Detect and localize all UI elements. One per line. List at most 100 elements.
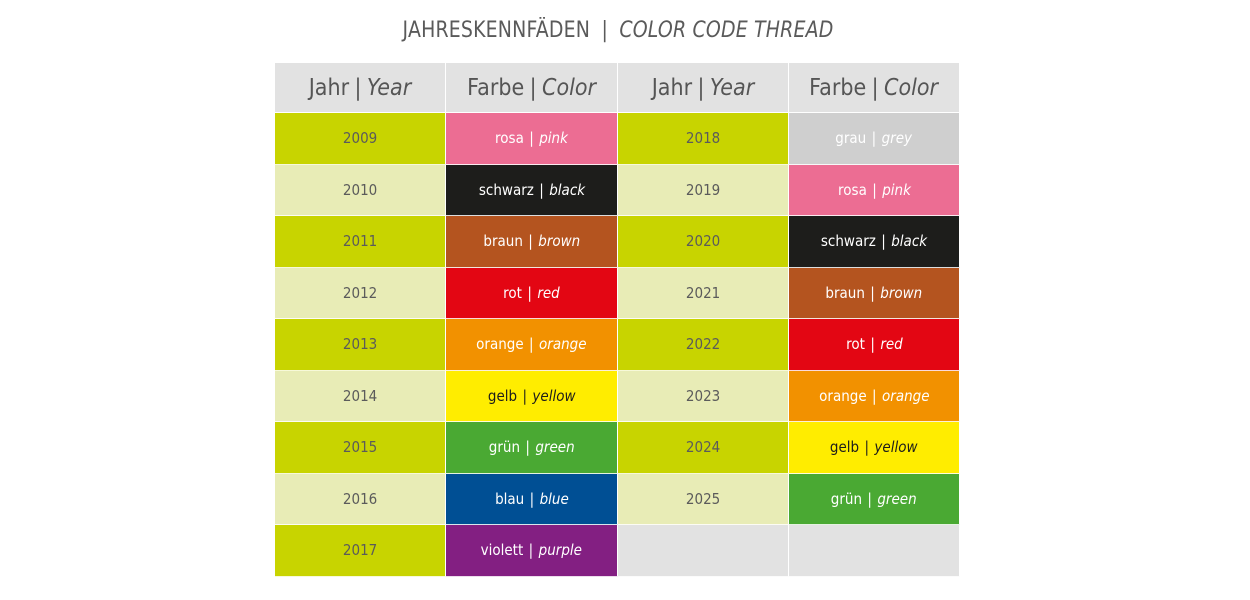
color-name-de: grün: [831, 489, 863, 508]
color-name-en: yellow: [874, 438, 918, 457]
color-separator: |: [871, 386, 877, 405]
year-value: 2013: [342, 335, 378, 354]
year-value: 2021: [685, 283, 721, 302]
color-name-en: orange: [539, 335, 587, 354]
color-swatch-cell: orange | orange: [789, 370, 960, 422]
color-separator: |: [881, 232, 886, 251]
color-separator: |: [529, 129, 534, 148]
color-name-en: brown: [880, 283, 923, 302]
year-value: 2016: [342, 489, 378, 508]
color-name-de: violett: [480, 541, 524, 560]
year-cell: 2018: [618, 113, 789, 165]
color-separator: |: [529, 335, 534, 354]
color-name-de: gelb: [830, 438, 860, 457]
color-name-de: rosa: [495, 129, 524, 148]
color-swatch-cell: braun | brown: [789, 267, 960, 319]
color-separator: |: [870, 283, 876, 302]
color-swatch-cell: grau | grey: [789, 113, 960, 165]
color-separator: |: [529, 489, 534, 508]
year-value: 2012: [342, 283, 378, 302]
empty-cell: [789, 525, 960, 577]
year-value: 2017: [342, 541, 378, 560]
year-cell: 2011: [275, 216, 446, 268]
color-name-de: rosa: [837, 180, 867, 199]
header-separator: |: [354, 74, 362, 101]
year-value: 2022: [685, 335, 721, 354]
year-cell: 2009: [275, 113, 446, 165]
color-name-en: red: [879, 335, 903, 354]
color-swatch-cell: rosa | pink: [789, 164, 960, 216]
year-cell: 2013: [275, 319, 446, 371]
year-value: 2010: [342, 180, 378, 199]
header-separator: |: [872, 74, 879, 101]
header-label-en: Year: [709, 74, 755, 101]
header-separator: |: [529, 74, 537, 101]
color-separator: |: [538, 180, 544, 199]
color-separator: |: [871, 180, 877, 199]
year-cell: 2014: [275, 370, 446, 422]
color-separator: |: [522, 386, 527, 405]
color-name-en: purple: [538, 541, 583, 560]
year-cell: 2012: [275, 267, 446, 319]
color-name-en: red: [537, 283, 560, 302]
year-value: 2025: [685, 489, 721, 508]
color-swatch-cell: orange | orange: [446, 319, 618, 371]
color-name-en: pink: [881, 180, 911, 199]
year-value: 2019: [685, 180, 721, 199]
year-cell: 2019: [618, 164, 789, 216]
header-label-de: Jahr: [651, 74, 693, 101]
color-swatch-cell: gelb | yellow: [446, 370, 618, 422]
title-english: COLOR CODE THREAD: [619, 18, 834, 43]
empty-cell: [618, 525, 789, 577]
header-label-en: Year: [366, 74, 412, 101]
year-value: 2014: [342, 386, 378, 405]
color-name-de: grau: [835, 129, 867, 148]
color-name-de: schwarz: [820, 232, 876, 251]
header-color-1: Farbe | Color: [446, 63, 618, 113]
header-label-de: Farbe: [467, 74, 525, 101]
color-separator: |: [528, 541, 534, 560]
color-name-de: rot: [845, 335, 865, 354]
color-name-en: grey: [881, 129, 913, 148]
year-cell: 2015: [275, 422, 446, 474]
year-value: 2015: [342, 438, 378, 457]
year-cell: 2020: [618, 216, 789, 268]
color-name-en: black: [891, 232, 928, 251]
year-value: 2011: [342, 232, 378, 251]
year-cell: 2024: [618, 422, 789, 474]
header-year-1: Jahr | Year: [275, 63, 446, 113]
color-name-de: orange: [818, 386, 867, 405]
color-name-en: black: [548, 180, 585, 199]
color-swatch-cell: rot | red: [789, 319, 960, 371]
year-value: 2024: [685, 438, 721, 457]
color-name-de: orange: [476, 335, 524, 354]
year-cell: 2023: [618, 370, 789, 422]
color-separator: |: [871, 129, 877, 148]
color-swatch-cell: rot | red: [446, 267, 618, 319]
year-cell: 2025: [618, 473, 789, 525]
year-value: 2023: [685, 386, 721, 405]
header-label-en: Color: [541, 74, 596, 101]
header-year-2: Jahr | Year: [618, 63, 789, 113]
color-swatch-cell: schwarz | black: [789, 216, 960, 268]
year-cell: 2010: [275, 164, 446, 216]
color-separator: |: [525, 438, 530, 457]
color-swatch-cell: schwarz | black: [446, 164, 618, 216]
color-swatch-cell: braun | brown: [446, 216, 618, 268]
color-name-en: green: [535, 438, 575, 457]
color-separator: |: [527, 283, 532, 302]
header-color-2: Farbe | Color: [789, 63, 960, 113]
color-name-de: schwarz: [478, 180, 534, 199]
header-separator: |: [697, 74, 705, 101]
color-name-en: blue: [539, 489, 569, 508]
color-name-de: gelb: [487, 386, 517, 405]
color-name-de: braun: [825, 283, 866, 302]
color-name-en: brown: [537, 232, 580, 251]
header-label-en: Color: [884, 74, 939, 101]
year-value: 2020: [685, 232, 721, 251]
color-name-de: rot: [503, 283, 523, 302]
color-name-de: blau: [494, 489, 524, 508]
page-title: JAHRESKENNFÄDEN | COLOR CODE THREAD: [87, 18, 1150, 43]
color-code-table: Jahr | Year Farbe | Color Jahr | Year Farbe | Co…: [275, 63, 960, 577]
year-value: 2018: [685, 129, 721, 148]
